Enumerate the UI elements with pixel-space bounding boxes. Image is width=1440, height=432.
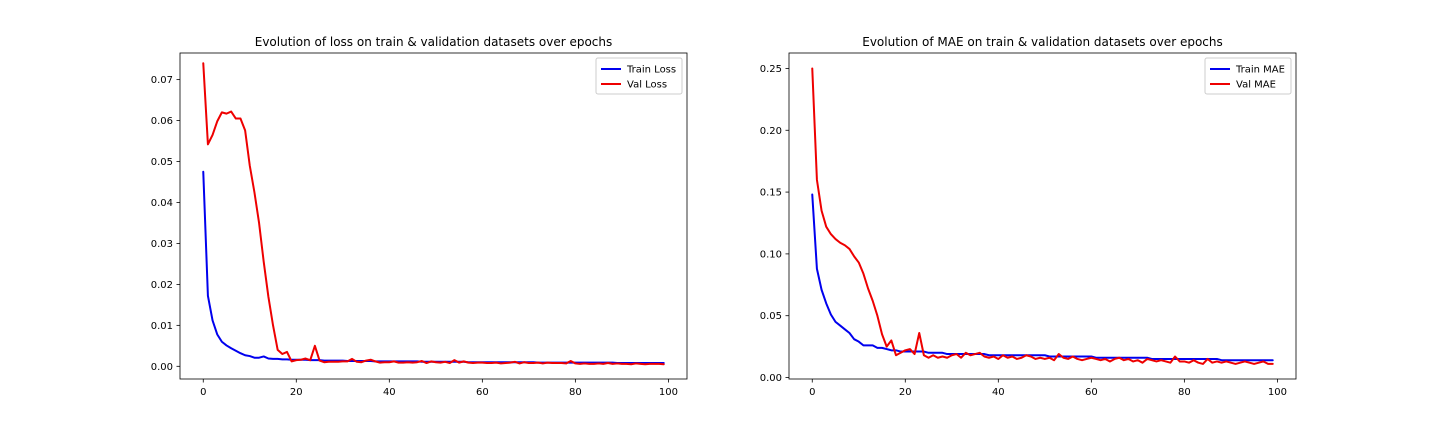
mae-y-tick-label: 0.10	[760, 249, 782, 260]
mae-legend: Train MAE Val MAE	[1204, 57, 1292, 95]
loss-x-axis: 0 20 40 60 80 100	[200, 379, 678, 398]
mae-x-tick-label: 80	[1178, 387, 1191, 398]
loss-series-line-val	[202, 62, 665, 366]
mae-x-tick-label: 20	[899, 387, 912, 398]
loss-series-layer	[202, 62, 665, 366]
mae-legend-label-val: Val MAE	[1236, 80, 1276, 91]
loss-x-tick-label: 100	[659, 387, 678, 398]
loss-x-tick-label: 20	[290, 387, 303, 398]
mae-y-axis: 0.00 0.05 0.10 0.15 0.20 0.25	[760, 64, 789, 384]
mae-x-axis: 0 20 40 60 80 100	[809, 379, 1287, 398]
loss-y-tick-label: 0.01	[151, 321, 173, 332]
mae-y-tick-label: 0.15	[760, 188, 782, 199]
mae-series-layer	[811, 67, 1274, 365]
loss-x-tick-label: 60	[476, 387, 489, 398]
mae-chart-panel: Evolution of MAE on train & validation d…	[760, 35, 1297, 398]
loss-legend-label-val: Val Loss	[627, 80, 667, 91]
loss-legend: Train Loss Val Loss	[595, 57, 683, 95]
mae-series-line-val	[811, 67, 1274, 365]
mae-y-tick-label: 0.00	[760, 373, 782, 384]
mae-chart-title: Evolution of MAE on train & validation d…	[862, 35, 1223, 49]
mae-x-tick-label: 100	[1268, 387, 1287, 398]
loss-y-tick-label: 0.03	[151, 239, 173, 250]
loss-chart-title: Evolution of loss on train & validation …	[255, 35, 613, 49]
mae-series-line-train	[811, 193, 1274, 362]
loss-y-tick-label: 0.07	[151, 75, 173, 86]
loss-chart-panel: Evolution of loss on train & validation …	[151, 35, 688, 398]
loss-x-tick-label: 80	[569, 387, 582, 398]
loss-plot-frame	[179, 52, 688, 380]
loss-y-tick-label: 0.05	[151, 157, 173, 168]
mae-x-tick-label: 0	[809, 387, 815, 398]
loss-y-axis: 0.00 0.01 0.02 0.03 0.04 0.05 0.06 0.07	[151, 75, 180, 373]
loss-x-tick-label: 40	[383, 387, 396, 398]
loss-y-tick-label: 0.02	[151, 280, 173, 291]
loss-series-line-train	[202, 170, 665, 365]
mae-plot-frame	[788, 52, 1297, 380]
mae-x-tick-label: 40	[992, 387, 1005, 398]
loss-y-tick-label: 0.00	[151, 362, 173, 373]
mae-y-tick-label: 0.25	[760, 64, 782, 75]
loss-y-tick-label: 0.06	[151, 116, 173, 127]
mae-y-tick-label: 0.20	[760, 126, 782, 137]
mae-y-tick-label: 0.05	[760, 311, 782, 322]
loss-x-tick-label: 0	[200, 387, 206, 398]
loss-y-tick-label: 0.04	[151, 198, 173, 209]
mae-x-tick-label: 60	[1085, 387, 1098, 398]
loss-legend-label-train: Train Loss	[626, 65, 676, 76]
mae-legend-label-train: Train MAE	[1235, 65, 1285, 76]
